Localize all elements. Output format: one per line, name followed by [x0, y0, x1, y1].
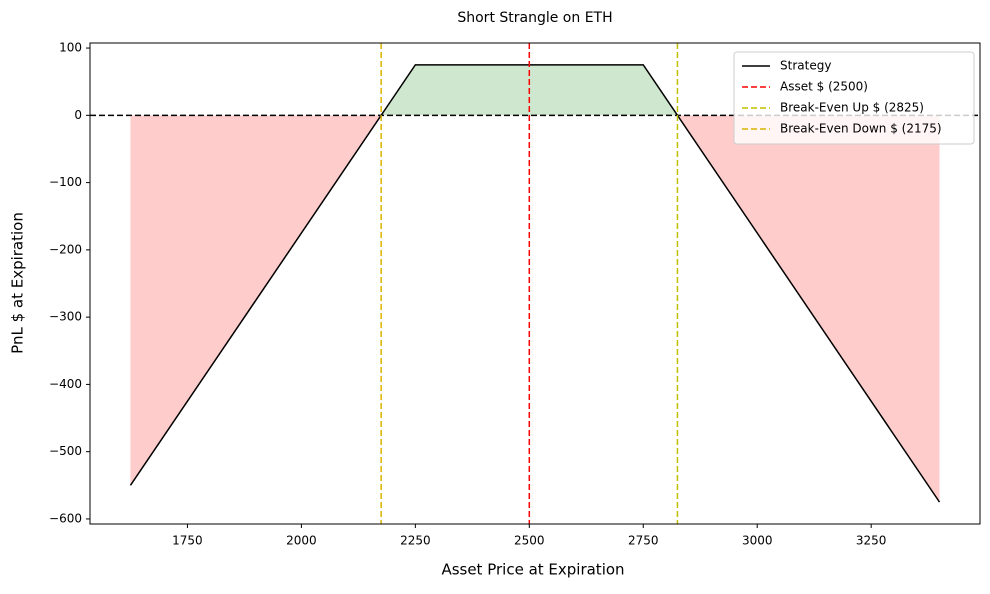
y-tick-label: 100 — [59, 41, 82, 55]
x-tick-label: 3000 — [742, 534, 773, 548]
y-tick-label: −200 — [49, 242, 82, 256]
y-tick-label: −300 — [49, 310, 82, 324]
legend-label: Break-Even Up $ (2825) — [780, 101, 924, 115]
chart-title: Short Strangle on ETH — [457, 10, 612, 26]
y-tick-label: −600 — [49, 511, 82, 525]
x-tick-label: 2250 — [400, 534, 431, 548]
legend-label: Break-Even Down $ (2175) — [780, 122, 942, 136]
x-axis-label: Asset Price at Expiration — [441, 561, 624, 579]
y-axis-label: PnL $ at Expiration — [9, 212, 27, 354]
x-tick-label: 2500 — [514, 534, 545, 548]
y-tick-label: −500 — [49, 444, 82, 458]
y-tick-label: 0 — [74, 108, 82, 122]
y-tick-label: −400 — [49, 377, 82, 391]
x-tick-label: 1750 — [172, 534, 203, 548]
x-tick-label: 2750 — [628, 534, 659, 548]
x-tick-label: 2000 — [286, 534, 317, 548]
x-tick-label: 3250 — [856, 534, 887, 548]
y-tick-label: −100 — [49, 175, 82, 189]
plot-frame — [89, 42, 981, 525]
legend: Strategy Asset $ (2500) Break-Even Up $ (2… — [733, 51, 975, 145]
profit-area — [130, 64, 940, 116]
legend-label: Asset $ (2500) — [780, 80, 868, 94]
legend-box — [733, 51, 975, 145]
loss-area — [130, 115, 940, 503]
legend-label: Strategy — [780, 59, 831, 73]
